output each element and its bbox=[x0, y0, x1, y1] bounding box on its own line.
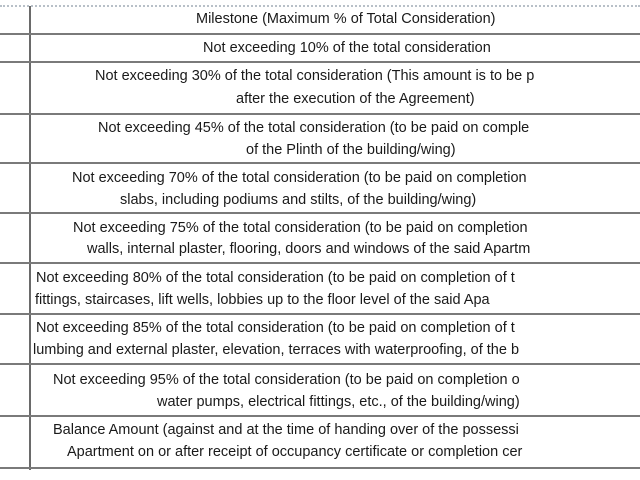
table-top-border bbox=[0, 5, 640, 7]
table-cell-line: Not exceeding 80% of the total considera… bbox=[36, 270, 515, 286]
table-cell-line: Not exceeding 30% of the total considera… bbox=[95, 68, 535, 84]
row-divider bbox=[0, 212, 640, 214]
table-cell-line: Not exceeding 85% of the total considera… bbox=[36, 320, 515, 336]
table-cell-line: Not exceeding 70% of the total considera… bbox=[72, 170, 527, 186]
table-cell-line: Not exceeding 10% of the total considera… bbox=[203, 40, 491, 56]
table-cell-line: water pumps, electrical fittings, etc., … bbox=[157, 394, 520, 410]
row-divider bbox=[0, 415, 640, 417]
table-cell-line: Balance Amount (against and at the time … bbox=[53, 422, 519, 438]
table-cell-line: after the execution of the Agreement) bbox=[236, 91, 475, 107]
table-cell-line: Not exceeding 75% of the total considera… bbox=[73, 220, 528, 236]
row-divider bbox=[0, 33, 640, 35]
row-divider bbox=[0, 162, 640, 164]
table-cell-line: Not exceeding 45% of the total considera… bbox=[98, 120, 530, 136]
table-cell-line: lumbing and external plaster, elevation,… bbox=[33, 342, 520, 358]
row-divider bbox=[0, 113, 640, 115]
row-divider bbox=[0, 467, 640, 469]
column-divider bbox=[29, 6, 31, 470]
row-divider bbox=[0, 61, 640, 63]
row-divider bbox=[0, 363, 640, 365]
table-cell-line: slabs, including podiums and stilts, of … bbox=[120, 192, 477, 208]
row-divider bbox=[0, 313, 640, 315]
table-cell-line: fittings, staircases, lift wells, lobbie… bbox=[35, 292, 490, 308]
table-cell-line: walls, internal plaster, flooring, doors… bbox=[87, 241, 531, 257]
table-cell-line: Not exceeding 95% of the total considera… bbox=[53, 372, 520, 388]
table-cell-line: Apartment on or after receipt of occupan… bbox=[67, 444, 523, 460]
row-divider bbox=[0, 262, 640, 264]
table-cell-line: of the Plinth of the building/wing) bbox=[246, 142, 456, 158]
table-header: Milestone (Maximum % of Total Considerat… bbox=[196, 11, 496, 27]
